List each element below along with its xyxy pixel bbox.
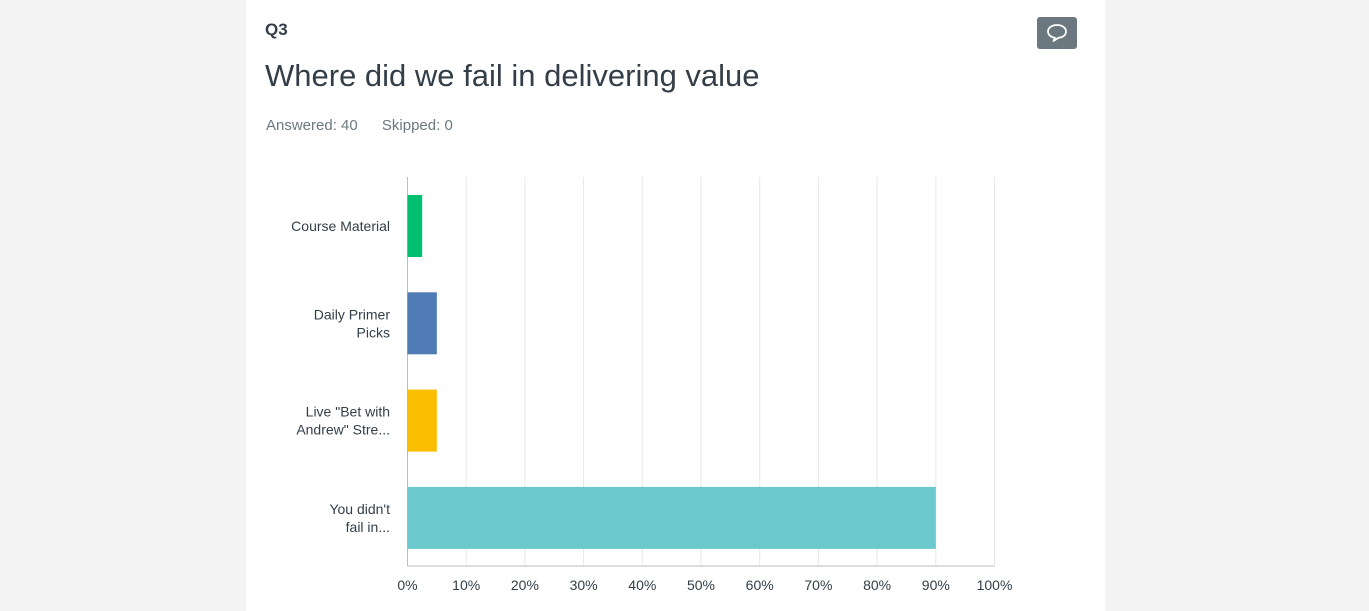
x-tick-label: 80%	[863, 577, 891, 593]
response-stats: Answered: 40 Skipped: 0	[266, 117, 473, 134]
bar	[407, 292, 437, 355]
x-tick-label: 90%	[922, 577, 950, 593]
category-label: Course Material	[291, 218, 390, 234]
answered-count: Answered: 40	[266, 117, 358, 134]
category-label: Daily Primer	[314, 306, 391, 322]
category-label: You didn't	[329, 501, 390, 517]
x-tick-label: 0%	[397, 577, 417, 593]
bar	[407, 389, 437, 452]
x-tick-label: 10%	[452, 577, 480, 593]
comment-bubble-icon	[1047, 24, 1067, 42]
x-tick-label: 60%	[746, 577, 774, 593]
x-tick-label: 40%	[628, 577, 656, 593]
question-number: Q3	[265, 20, 288, 39]
x-tick-label: 50%	[687, 577, 715, 593]
category-label: Picks	[357, 324, 390, 340]
x-tick-label: 70%	[804, 577, 832, 593]
category-label: fail in...	[346, 519, 390, 535]
question-title: Where did we fail in delivering value	[265, 58, 760, 93]
category-label: Andrew" Stre...	[296, 422, 390, 438]
bar-chart: 0% 10% 20% 30% 40% 50% 60% 70% 80% 90% 100% Course …	[291, 177, 1013, 593]
comment-button[interactable]	[1037, 17, 1077, 49]
question-card: Q3 Where did we fail in delivering value…	[246, 0, 1105, 611]
x-tick-label: 100%	[977, 577, 1013, 593]
bar	[407, 486, 936, 549]
category-label: Live "Bet with	[306, 404, 390, 420]
x-tick-label: 30%	[570, 577, 598, 593]
bar	[407, 195, 423, 257]
x-tick-label: 20%	[511, 577, 539, 593]
skipped-count: Skipped: 0	[381, 117, 453, 134]
